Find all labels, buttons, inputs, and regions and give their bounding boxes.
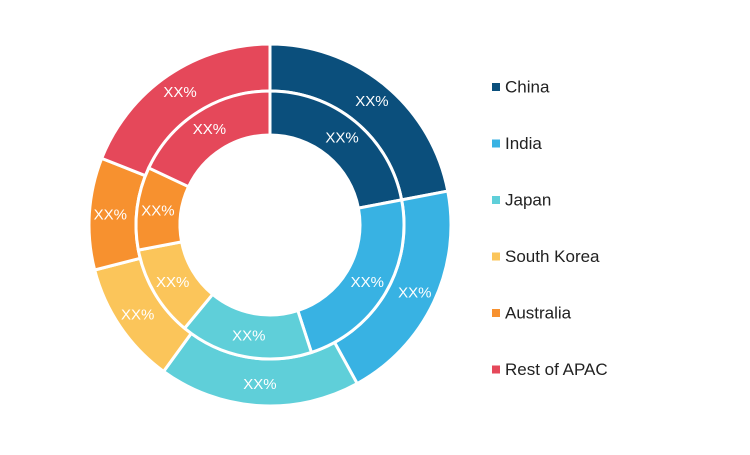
slice-data-label: XX%: [163, 84, 196, 101]
legend-swatch: [492, 365, 500, 374]
legend-swatch: [492, 196, 500, 204]
slice-data-label: XX%: [94, 206, 127, 223]
legend-swatch: [492, 309, 500, 317]
donut-slice-inner-rest-of-apac: [146, 89, 272, 189]
slice-data-label: XX%: [243, 376, 276, 393]
legend-swatch: [492, 139, 500, 148]
slice-data-label: XX%: [156, 274, 189, 291]
legend-label: China: [505, 78, 550, 97]
slice-data-label: XX%: [351, 274, 384, 291]
legend-label: Japan: [505, 191, 551, 210]
slice-data-label: XX%: [398, 285, 431, 302]
legend: China India Japan South Korea Australia Rest …: [492, 78, 608, 379]
slice-data-label: XX%: [355, 93, 388, 110]
donut-rings: XX%XX%XX%XX%XX%XX%XX%XX%XX%XX%XX%XX%: [87, 42, 453, 408]
legend-label: Australia: [505, 304, 572, 323]
slice-data-label: XX%: [232, 327, 265, 344]
legend-label: Rest of APAC: [505, 360, 608, 379]
slice-data-label: XX%: [141, 202, 174, 219]
legend-label: India: [505, 134, 542, 153]
legend-label: South Korea: [505, 247, 600, 266]
slice-data-label: XX%: [121, 306, 154, 323]
slice-data-label: XX%: [325, 129, 358, 146]
legend-swatch: [492, 83, 500, 91]
slice-data-label: XX%: [193, 121, 226, 138]
legend-swatch: [492, 252, 500, 261]
